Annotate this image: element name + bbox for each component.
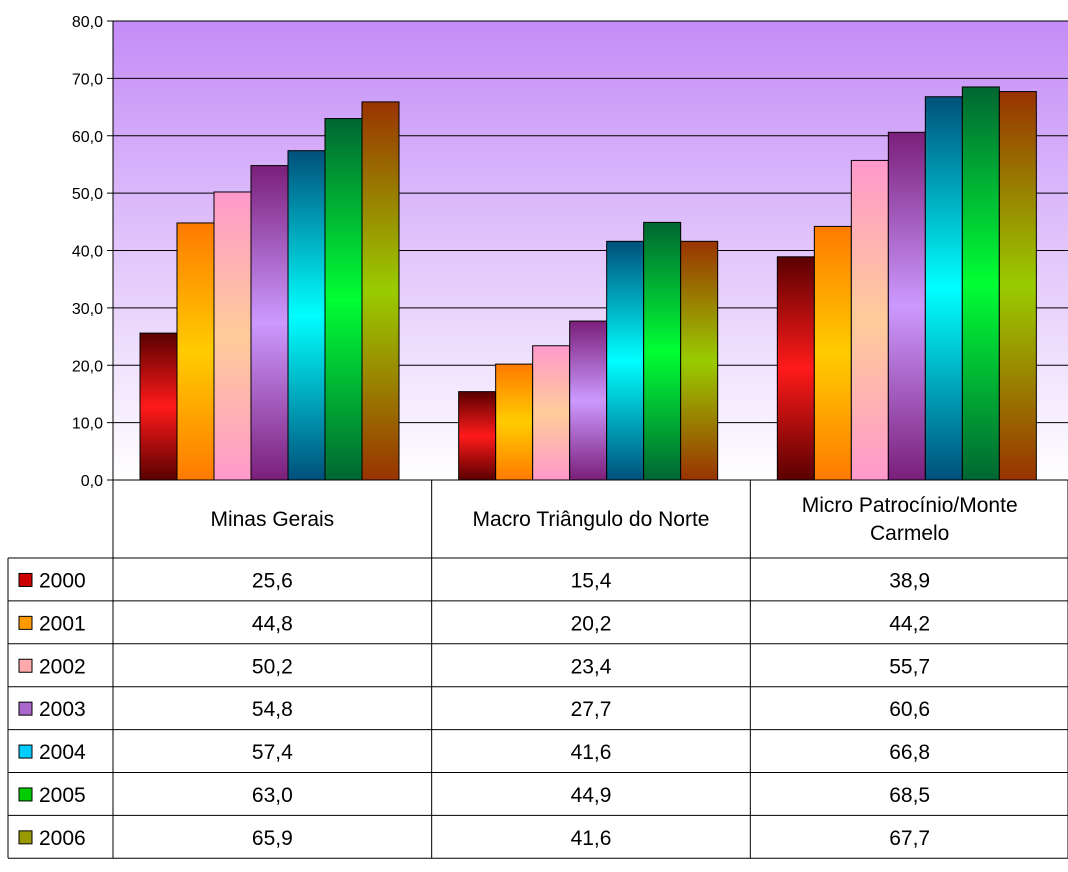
table-cell: 44,9 [571,784,612,807]
y-tick-label: 0,0 [81,473,103,490]
bars [139,86,1037,481]
bar-2006-0 [361,101,400,481]
legend-label: 2001 [39,612,86,635]
y-tick-label: 80,0 [72,14,103,31]
table-cell: 66,8 [889,741,930,764]
category-label: Carmelo [870,522,949,545]
table-cell: 15,4 [571,569,612,592]
table-cell: 25,6 [252,569,293,592]
category-label: Macro Triângulo do Norte [473,508,710,531]
table-cell: 41,6 [571,827,612,850]
bar-2005-0 [324,118,363,481]
category-label: Minas Gerais [210,508,334,531]
table-cell: 68,5 [889,784,930,807]
bar-2004-0 [287,150,326,481]
table-cell: 23,4 [571,655,612,678]
y-tick-label: 60,0 [72,129,103,146]
bar-2003-0 [250,165,289,481]
bar-2004-1 [606,240,645,481]
table-cell: 38,9 [889,569,930,592]
bar-2003-1 [569,320,608,481]
legend-swatch-2000 [18,572,33,587]
legend-swatch-2002 [18,658,33,673]
legend-swatch-2001 [18,615,33,630]
y-tick-label: 40,0 [72,244,103,261]
legend-label: 2003 [39,698,86,721]
table-cell: 20,2 [571,612,612,635]
legend-label: 2005 [39,784,86,807]
table-cell: 55,7 [889,655,930,678]
bar-2006-2 [998,91,1037,481]
legend-swatch-2003 [18,701,33,716]
table-cell: 44,8 [252,612,293,635]
table-cell: 50,2 [252,655,293,678]
bar-2001-1 [495,363,534,481]
y-tick-label: 10,0 [72,416,103,433]
legend-label: 2000 [39,569,86,592]
bar-2003-2 [887,131,926,481]
y-tick-label: 30,0 [72,301,103,318]
y-axis-ticks: 0,0 10,0 20,0 30,0 40,0 50,0 60,0 70,0 80,0 [72,14,113,490]
y-tick-label: 50,0 [72,186,103,203]
table-cell: 60,6 [889,698,930,721]
bar-2000-2 [776,256,815,481]
bar-2001-0 [176,222,215,481]
bar-2002-2 [850,159,889,481]
y-tick-label: 20,0 [72,358,103,375]
bar-2000-0 [139,332,178,481]
legend-label: 2004 [39,741,86,764]
y-tick-label: 70,0 [72,71,103,88]
table-cell: 63,0 [252,784,293,807]
legend-swatch-2006 [18,830,33,845]
legend-label: 2006 [39,827,86,850]
table-cell: 54,8 [252,698,293,721]
table-cell: 67,7 [889,827,930,850]
category-label: Micro Patrocínio/Monte [802,494,1018,517]
legend-label: 2002 [39,655,86,678]
bar-2001-2 [813,225,852,481]
table-cell: 65,9 [252,827,293,850]
bar-2002-0 [213,191,252,481]
bar-2004-2 [924,96,963,481]
legend-swatch-2005 [18,787,33,802]
bar-2002-1 [532,345,571,481]
table-cell: 27,7 [571,698,612,721]
bar-2006-1 [680,240,719,481]
data-table: Minas Gerais Macro Triângulo do Norte Micr… [7,479,1068,859]
legend-swatch-2004 [18,744,33,759]
bar-2000-1 [458,391,497,481]
bar-2005-1 [643,221,682,481]
bar-2005-2 [961,86,1000,481]
table-cell: 57,4 [252,741,293,764]
table-cell: 44,2 [889,612,930,635]
table-cell: 41,6 [571,741,612,764]
